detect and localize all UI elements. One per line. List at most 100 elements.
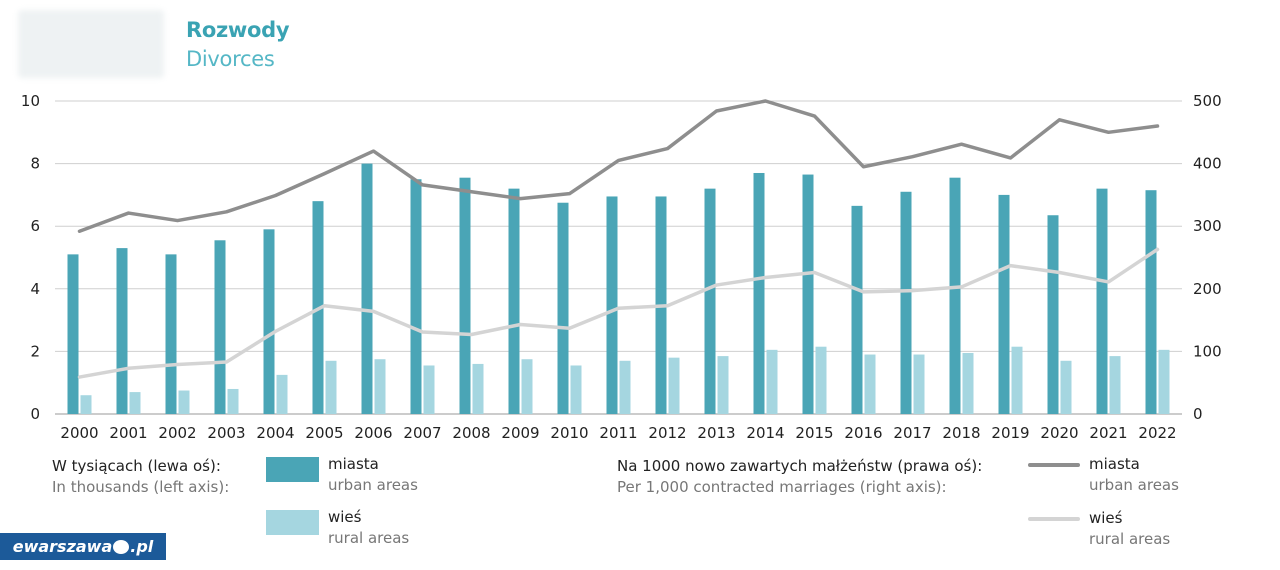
rural-bar bbox=[815, 346, 827, 414]
right-axis-tick: 100 bbox=[1193, 342, 1222, 360]
urban-bar bbox=[802, 174, 814, 414]
rural-bar bbox=[1158, 349, 1170, 414]
urban-line-legend-pl: miasta bbox=[1089, 455, 1140, 473]
x-tick-label: 2013 bbox=[697, 424, 735, 442]
rural-bar-legend: wieś rural areas bbox=[328, 507, 409, 549]
right-axis-legend: Na 1000 nowo zawartych małżeństw (prawa … bbox=[617, 456, 982, 498]
rural-bar bbox=[472, 363, 484, 414]
chart-subtitle: Divorces bbox=[186, 47, 275, 71]
urban-bar bbox=[704, 188, 716, 414]
rural-bar bbox=[374, 359, 386, 414]
right-axis-label-en: Per 1,000 contracted marriages (right ax… bbox=[617, 478, 947, 496]
urban-bar bbox=[753, 172, 765, 414]
urban-bar bbox=[1096, 188, 1108, 414]
urban-bar bbox=[165, 254, 177, 414]
urban-bar bbox=[361, 163, 373, 414]
chart-title: Rozwody bbox=[186, 18, 290, 42]
rural-bar bbox=[1109, 356, 1121, 414]
left-axis-label-pl: W tysiącach (lewa oś): bbox=[52, 457, 221, 475]
rural-line bbox=[77, 247, 1160, 379]
urban-bar bbox=[998, 194, 1010, 414]
urban-bar-swatch bbox=[266, 457, 319, 482]
urban-bar bbox=[606, 196, 618, 414]
urban-bar bbox=[214, 240, 226, 414]
x-tick-label: 2022 bbox=[1138, 424, 1176, 442]
rural-bar bbox=[325, 360, 337, 414]
x-tick-label: 2017 bbox=[893, 424, 931, 442]
watermark-right: pl bbox=[136, 537, 154, 556]
rural-line-legend: wieś rural areas bbox=[1089, 508, 1170, 550]
right-axis-tick: 400 bbox=[1193, 155, 1222, 173]
left-axis-tick: 4 bbox=[30, 280, 40, 298]
urban-bar bbox=[557, 202, 569, 414]
x-tick-label: 2021 bbox=[1089, 424, 1127, 442]
rural-bar bbox=[423, 365, 435, 414]
left-axis-tick: 0 bbox=[30, 405, 40, 423]
urban-bar bbox=[67, 254, 79, 414]
rural-bar bbox=[570, 365, 582, 414]
rural-bar-legend-en: rural areas bbox=[328, 529, 410, 547]
x-tick-label: 2014 bbox=[746, 424, 784, 442]
rural-bar bbox=[1060, 360, 1072, 414]
urban-bar bbox=[1047, 215, 1059, 414]
urban-bar bbox=[410, 179, 422, 414]
x-tick-label: 2003 bbox=[207, 424, 245, 442]
x-tick-label: 2015 bbox=[795, 424, 833, 442]
x-tick-label: 2000 bbox=[60, 424, 98, 442]
left-axis-tick: 8 bbox=[30, 155, 40, 173]
x-tick-label: 2010 bbox=[550, 424, 588, 442]
blurred-logo bbox=[18, 10, 164, 78]
urban-bar bbox=[1145, 190, 1157, 414]
rural-bar bbox=[962, 352, 974, 414]
rural-bar bbox=[1011, 346, 1023, 414]
rural-bar bbox=[521, 359, 533, 414]
urban-bar-legend-en: urban areas bbox=[328, 476, 418, 494]
ewarszawa-watermark[interactable]: ewarszawa .pl bbox=[0, 533, 166, 560]
rural-line-key bbox=[1028, 517, 1080, 521]
rural-line-legend-en: rural areas bbox=[1089, 530, 1171, 548]
rural-bar bbox=[80, 395, 92, 414]
right-axis-label-pl: Na 1000 nowo zawartych małżeństw (prawa … bbox=[617, 457, 983, 475]
left-axis-legend: W tysiącach (lewa oś): In thousands (lef… bbox=[52, 456, 229, 498]
rural-bar bbox=[766, 349, 778, 414]
right-axis-tick: 200 bbox=[1193, 280, 1222, 298]
rural-bar bbox=[619, 360, 631, 414]
rural-bar bbox=[913, 354, 925, 414]
left-axis-label-en: In thousands (left axis): bbox=[52, 478, 230, 496]
urban-bar bbox=[851, 205, 863, 414]
urban-bar bbox=[949, 177, 961, 414]
x-tick-label: 2009 bbox=[501, 424, 539, 442]
x-tick-label: 2008 bbox=[452, 424, 490, 442]
x-tick-label: 2020 bbox=[1040, 424, 1078, 442]
rural-line-legend-pl: wieś bbox=[1089, 509, 1123, 527]
rural-bar bbox=[129, 392, 141, 414]
x-tick-label: 2016 bbox=[844, 424, 882, 442]
urban-bar bbox=[900, 191, 912, 414]
right-axis-tick: 0 bbox=[1193, 405, 1203, 423]
x-tick-label: 2011 bbox=[599, 424, 637, 442]
urban-bar bbox=[459, 177, 471, 414]
rural-bar bbox=[227, 388, 239, 414]
x-tick-label: 2004 bbox=[256, 424, 294, 442]
rural-bar bbox=[178, 390, 190, 414]
urban-line-legend: miasta urban areas bbox=[1089, 454, 1179, 496]
urban-line-key bbox=[1028, 463, 1080, 467]
rural-bar-swatch bbox=[266, 510, 319, 535]
x-tick-label: 2005 bbox=[305, 424, 343, 442]
right-axis-tick: 300 bbox=[1193, 217, 1222, 235]
x-tick-label: 2012 bbox=[648, 424, 686, 442]
urban-bar-legend: miasta urban areas bbox=[328, 454, 418, 496]
x-tick-label: 2007 bbox=[403, 424, 441, 442]
left-axis-tick: 10 bbox=[21, 92, 40, 110]
rural-bar-legend-pl: wieś bbox=[328, 508, 362, 526]
urban-line bbox=[77, 99, 1160, 233]
x-tick-label: 2006 bbox=[354, 424, 392, 442]
urban-bar bbox=[508, 188, 520, 414]
rural-bar bbox=[717, 356, 729, 414]
x-tick-label: 2002 bbox=[158, 424, 196, 442]
urban-bar bbox=[116, 248, 128, 414]
rural-bar bbox=[864, 354, 876, 414]
rural-bar bbox=[668, 357, 680, 414]
x-tick-label: 2001 bbox=[109, 424, 147, 442]
